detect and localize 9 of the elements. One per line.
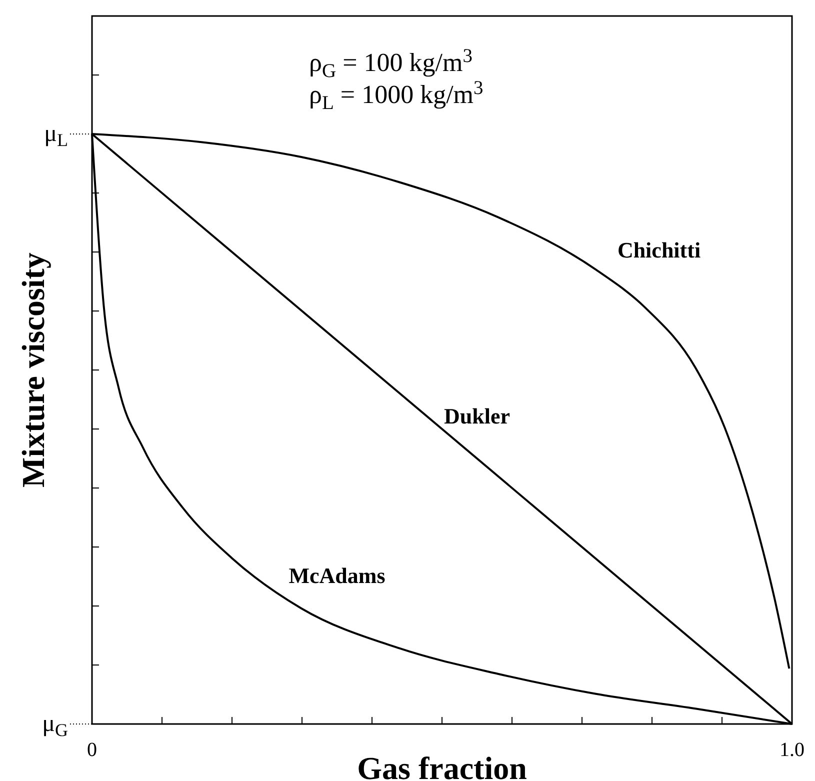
text: μ$_{L}$ [44,121,68,151]
series-label: Chichitti [617,237,701,262]
x-tick-label: 0 [87,739,97,761]
x-axis-title: Gas fraction [357,750,528,781]
text: μ$_{G}$ [42,711,68,741]
y-axis-title: Mixture viscosity [15,252,51,488]
series-label: Dukler [444,404,510,429]
series-label: McAdams [288,563,386,588]
x-tick-label: 1.0 [780,739,804,761]
